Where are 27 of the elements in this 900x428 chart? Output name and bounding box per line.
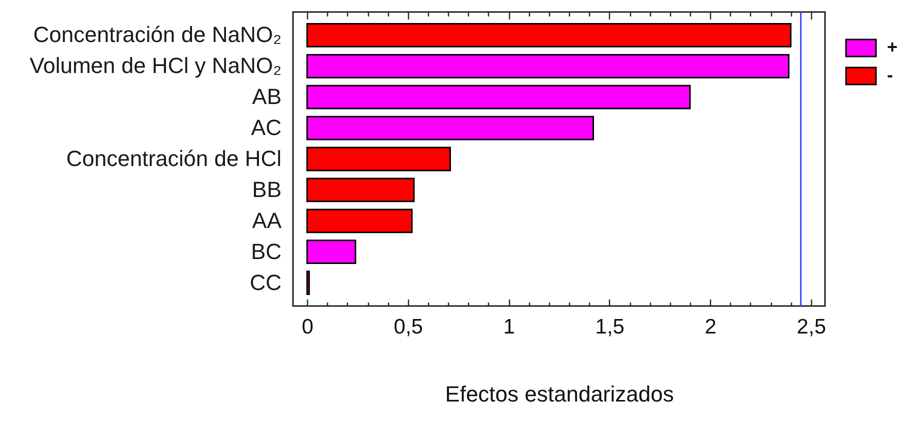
- bar: [306, 208, 413, 234]
- y-tick-label: AB: [252, 84, 282, 110]
- bar: [306, 178, 415, 202]
- y-tick-label: AA: [252, 208, 282, 233]
- x-tick-label: 1: [503, 316, 515, 338]
- x-tick-label: 1,5: [595, 316, 624, 338]
- y-tick-label: AC: [250, 115, 282, 140]
- y-tick-label: Volumen de HCl y NaNO₂: [30, 53, 282, 78]
- bar: [306, 270, 310, 295]
- x-tick-label: 0: [302, 316, 314, 338]
- y-tick-label: Concentración de HCl: [66, 146, 282, 171]
- y-tick-label: CC: [250, 270, 282, 295]
- bar: [306, 146, 451, 172]
- y-tick-label: Concentración de NaNO₂: [33, 22, 282, 48]
- x-tick-label: 2,5: [796, 316, 826, 338]
- y-tick-label: BC: [250, 238, 282, 264]
- bar: [306, 84, 691, 110]
- x-axis-title: Efectos estandarizados: [445, 382, 674, 406]
- bar: [306, 240, 356, 264]
- bar: [306, 54, 790, 78]
- y-tick-label: BB: [252, 176, 282, 202]
- bar: [306, 116, 594, 140]
- legend-label: -: [887, 65, 893, 85]
- x-tick-label: 0,5: [394, 316, 423, 338]
- bar: [306, 23, 792, 48]
- x-tick-label: 2: [704, 316, 716, 338]
- legend-label: +: [887, 37, 898, 57]
